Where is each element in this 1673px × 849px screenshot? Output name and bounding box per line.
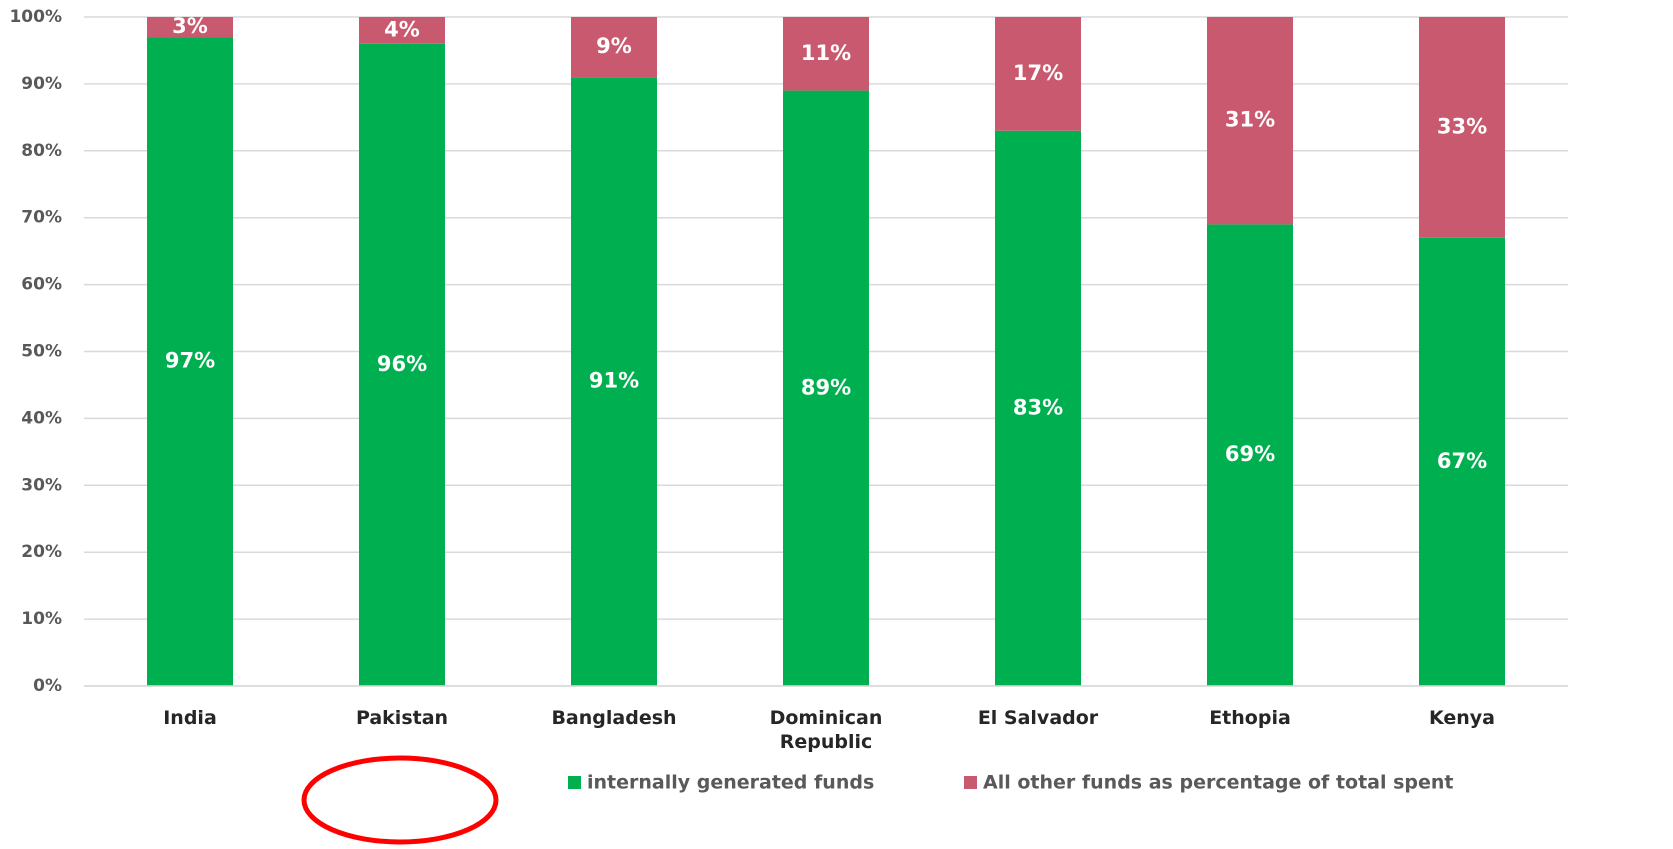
data-label: 91%	[589, 369, 639, 393]
y-tick-label: 20%	[21, 542, 62, 562]
y-tick-label: 70%	[21, 208, 62, 228]
data-label: 67%	[1437, 449, 1487, 473]
bar-segment	[783, 90, 869, 687]
bar-segment	[995, 130, 1081, 687]
data-label: 33%	[1437, 114, 1487, 138]
y-tick-label: 30%	[21, 475, 62, 495]
y-tick-label: 40%	[21, 408, 62, 428]
y-tick-label: 80%	[21, 141, 62, 161]
data-label: 3%	[172, 14, 208, 38]
data-label: 96%	[377, 352, 427, 376]
data-label: 17%	[1013, 61, 1063, 85]
x-tick-label: Bangladesh	[551, 707, 677, 729]
data-label: 83%	[1013, 395, 1063, 419]
bar-segment	[1207, 224, 1293, 686]
legend-swatch	[568, 776, 581, 789]
x-tick-label: India	[163, 707, 217, 729]
bar-segment	[147, 37, 233, 686]
highlight-circle	[301, 755, 499, 845]
data-label: 31%	[1225, 108, 1275, 132]
data-label: 11%	[801, 41, 851, 65]
bar-segment	[571, 77, 657, 686]
y-tick-label: 100%	[9, 7, 62, 27]
y-tick-label: 90%	[21, 74, 62, 94]
bar-segment	[995, 17, 1081, 131]
bar-segment	[783, 17, 869, 91]
legend-label: internally generated funds	[587, 772, 874, 794]
bar-segment	[1419, 237, 1505, 686]
y-tick-label: 0%	[33, 676, 62, 696]
data-label: 9%	[596, 34, 632, 58]
y-tick-label: 60%	[21, 275, 62, 295]
bar-segment	[359, 43, 445, 686]
data-label: 89%	[801, 375, 851, 399]
bar-segment	[571, 17, 657, 78]
x-tick-label: Pakistan	[355, 707, 449, 729]
bar-segment	[1207, 17, 1293, 225]
y-tick-label: 50%	[21, 342, 62, 362]
data-label: 69%	[1225, 442, 1275, 466]
data-label: 4%	[384, 17, 420, 41]
bar-segment	[147, 17, 233, 38]
y-tick-label: 10%	[21, 609, 62, 629]
bar-segment	[359, 17, 445, 44]
x-tick-label: Kenya	[1428, 707, 1495, 729]
x-tick-label: Ethopia	[1209, 707, 1291, 729]
legend-swatch	[964, 776, 977, 789]
bar-segment	[1419, 17, 1505, 238]
legend-label: All other funds as percentage of total s…	[983, 772, 1454, 794]
data-label: 97%	[165, 349, 215, 373]
x-tick-label: Dominican Republic	[769, 707, 883, 753]
x-tick-label: El Salvador	[977, 707, 1099, 729]
